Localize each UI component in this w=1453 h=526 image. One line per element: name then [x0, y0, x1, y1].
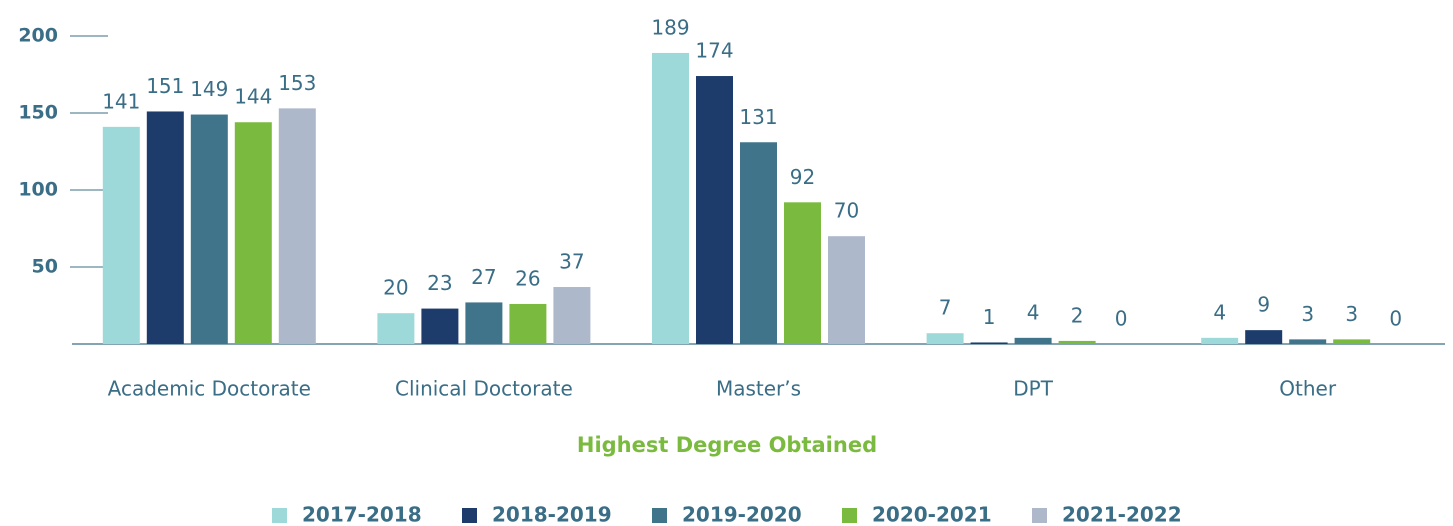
y-tick-label: 50 — [32, 256, 58, 278]
legend-swatch — [462, 508, 477, 523]
data-label: 20 — [383, 276, 408, 300]
bar — [652, 52, 689, 344]
data-label: 37 — [559, 250, 584, 274]
bar — [1333, 339, 1371, 344]
y-tick-label: 150 — [18, 102, 58, 124]
y-tick-label: 100 — [18, 179, 58, 201]
data-label: 131 — [739, 105, 777, 129]
data-label: 27 — [471, 265, 496, 289]
bar — [784, 202, 821, 344]
bar — [190, 114, 228, 344]
data-label: 4 — [1213, 300, 1226, 324]
bar — [970, 342, 1008, 344]
legend-label: 2019-2020 — [682, 503, 802, 526]
bar — [278, 108, 316, 344]
data-label: 3 — [1301, 302, 1314, 326]
data-label: 174 — [695, 39, 733, 63]
data-label: 92 — [790, 165, 815, 189]
bar — [377, 313, 415, 344]
bar — [1245, 330, 1283, 344]
data-label: 70 — [834, 199, 859, 223]
bar — [553, 287, 591, 344]
x-tick-label: Academic Doctorate — [108, 377, 311, 401]
data-label: 144 — [234, 85, 272, 109]
legend-swatch — [652, 508, 667, 523]
data-label: 2 — [1071, 303, 1084, 327]
x-tick-label: Clinical Doctorate — [395, 377, 573, 401]
data-label: 153 — [278, 71, 316, 95]
data-label: 141 — [102, 89, 140, 113]
bar — [696, 76, 733, 344]
bar — [1058, 340, 1096, 344]
bar — [102, 126, 140, 344]
legend-label: 2018-2019 — [492, 503, 612, 526]
legend-label: 2021-2022 — [1062, 503, 1182, 526]
x-tick-label: Other — [1279, 377, 1337, 401]
data-label: 3 — [1345, 302, 1358, 326]
data-label: 26 — [515, 266, 540, 290]
data-label: 7 — [939, 296, 952, 320]
x-tick-label: Master’s — [716, 377, 801, 401]
x-tick-label: DPT — [1013, 377, 1053, 401]
x-axis-title: Highest Degree Obtained — [577, 433, 877, 457]
bar — [1201, 337, 1239, 344]
bar — [509, 303, 547, 344]
bar — [1014, 337, 1052, 344]
legend-label: 2017-2018 — [302, 503, 422, 526]
data-label: 151 — [146, 74, 184, 98]
bar — [146, 111, 184, 345]
y-tick-label: 200 — [18, 25, 58, 47]
legend-label: 2020-2021 — [872, 503, 992, 526]
bar — [740, 142, 777, 344]
bar — [1289, 339, 1327, 344]
bar — [465, 302, 503, 344]
bar — [926, 333, 964, 344]
bar — [234, 122, 272, 345]
data-label: 149 — [190, 77, 228, 101]
data-label: 0 — [1389, 307, 1402, 331]
data-label: 4 — [1027, 300, 1040, 324]
bar — [421, 308, 459, 344]
legend-swatch — [1032, 508, 1047, 523]
legend-swatch — [842, 508, 857, 523]
data-label: 0 — [1115, 307, 1128, 331]
data-label: 189 — [651, 15, 689, 39]
data-label: 23 — [427, 271, 452, 295]
data-label: 1 — [983, 305, 996, 329]
legend-swatch — [272, 508, 287, 523]
bar — [828, 236, 865, 344]
data-label: 9 — [1257, 293, 1270, 317]
